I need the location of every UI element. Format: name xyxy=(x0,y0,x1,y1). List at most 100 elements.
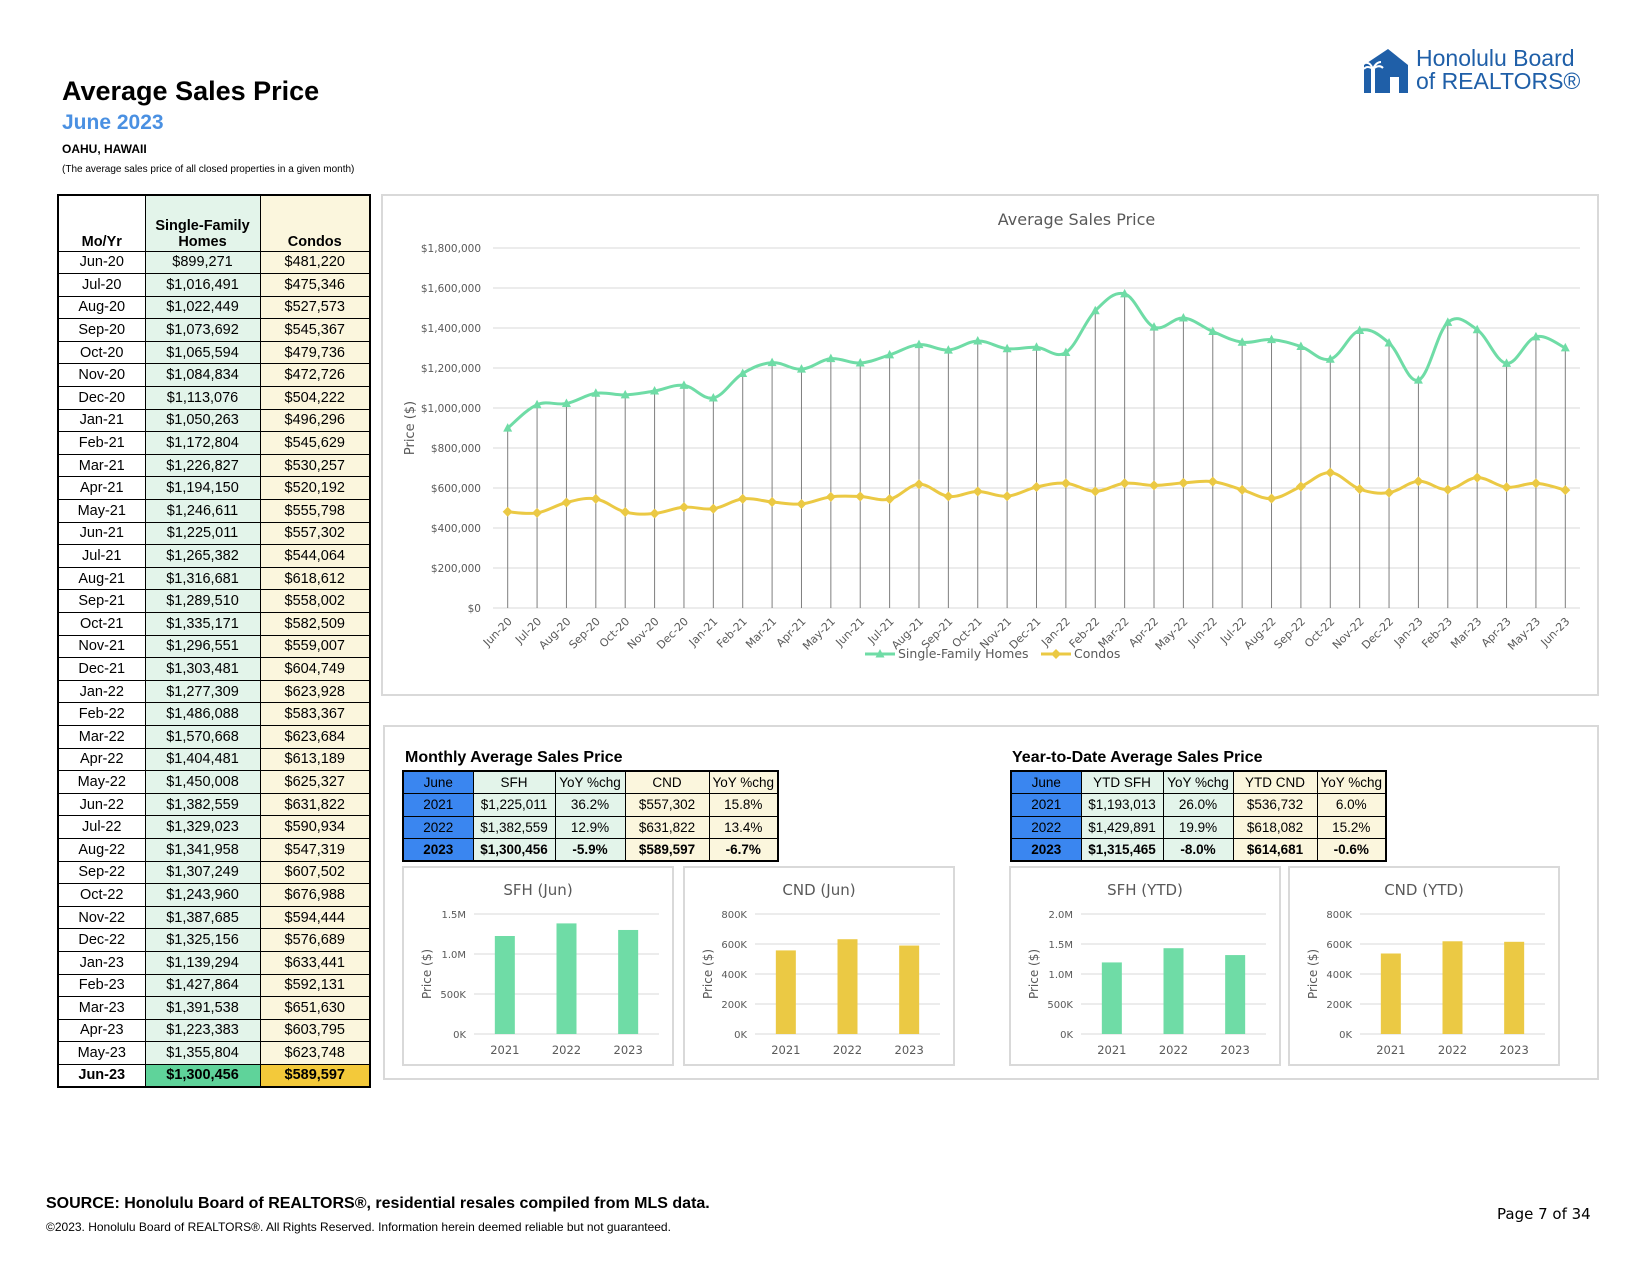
summary-cell: 2021 xyxy=(1010,793,1082,817)
cell-condo-price: $613,189 xyxy=(259,747,371,772)
data-point-condos xyxy=(561,497,572,508)
summary-col-header: CND xyxy=(624,770,710,794)
y-axis-label: Price ($) xyxy=(701,949,715,999)
cell-sfh-price: $1,265,382 xyxy=(144,544,261,568)
data-point-condos xyxy=(1413,476,1424,487)
data-point-condos xyxy=(943,491,954,502)
y-tick-label: 0K xyxy=(1060,1030,1073,1041)
main-chart-panel: Average Sales Price $0 $200,000 $400,000 $60… xyxy=(381,194,1599,696)
x-tick-label: Jan-22 xyxy=(1038,615,1073,650)
summary-header-row: June SFH YoY %chg CND YoY %chg xyxy=(402,770,779,794)
bar xyxy=(775,950,796,1034)
data-point-condos xyxy=(1325,467,1336,478)
data-point-sfh xyxy=(1384,337,1394,347)
y-tick-label: 0K xyxy=(1339,1030,1352,1041)
cnd-ytd-chart-frame: CND (YTD) 0K 200K 400K 600K 800K Price ($) 2021… xyxy=(1288,866,1560,1066)
col-header-sfh-line1: Single-Family xyxy=(155,217,250,234)
table-row: Jul-20 $1,016,491 $475,346 xyxy=(57,273,371,297)
summary-col-header: YTD CND xyxy=(1232,770,1318,794)
y-tick-label: $1,000,000 xyxy=(421,403,481,415)
y-tick-label: $1,600,000 xyxy=(421,283,481,295)
y-tick-label: $1,400,000 xyxy=(421,323,481,335)
cell-condo-price: $583,367 xyxy=(259,702,371,726)
y-tick-label: $1,800,000 xyxy=(421,243,481,255)
x-tick-label: Nov-20 xyxy=(625,615,662,652)
cell-condo-price: $625,327 xyxy=(259,770,371,794)
copyright-note: ©2023. Honolulu Board of REALTORS®. All … xyxy=(46,1220,671,1234)
table-row: Apr-23 $1,223,383 $603,795 xyxy=(57,1018,371,1043)
col-header-condos: Condos xyxy=(259,194,371,252)
data-point-condos xyxy=(1002,491,1013,502)
cell-condo-price: $589,597 xyxy=(259,1063,371,1088)
cell-month: Mar-23 xyxy=(57,996,146,1020)
logo: Honolulu Board of REALTORS® xyxy=(1362,45,1622,100)
data-point-sfh xyxy=(855,357,865,367)
cell-sfh-price: $1,329,023 xyxy=(144,815,261,839)
data-point-condos xyxy=(825,491,836,502)
summary-row: 2021 $1,193,013 26.0% $536,732 6.0% xyxy=(1010,793,1387,817)
summary-cell: 2023 xyxy=(402,838,474,862)
mini-chart-title: CND (YTD) xyxy=(1384,881,1464,899)
cell-sfh-price: $1,084,834 xyxy=(144,363,261,388)
y-tick-label: 600K xyxy=(1326,940,1352,951)
y-tick-label: $200,000 xyxy=(431,563,481,575)
cell-month: Jul-20 xyxy=(57,273,146,297)
description-note: (The average sales price of all closed p… xyxy=(62,164,355,175)
data-point-sfh xyxy=(1178,312,1188,322)
cell-condo-price: $590,934 xyxy=(259,815,371,839)
logo-text: Honolulu Board of REALTORS® xyxy=(1416,47,1580,93)
cell-sfh-price: $1,486,088 xyxy=(144,702,261,726)
data-point-condos xyxy=(708,503,719,514)
cell-month: Jun-22 xyxy=(57,792,146,817)
cell-condo-price: $520,192 xyxy=(259,476,371,501)
location-label: OAHU, HAWAII xyxy=(62,142,147,156)
data-point-condos xyxy=(1149,480,1160,491)
cell-condo-price: $545,629 xyxy=(259,431,371,455)
summary-cell: $557,302 xyxy=(624,793,710,817)
table-row: Sep-21 $1,289,510 $558,002 xyxy=(57,589,371,613)
cell-month: Oct-21 xyxy=(57,612,146,636)
cell-month: Mar-21 xyxy=(57,453,146,478)
summary-row: 2023 $1,300,456 -5.9% $589,597 -6.7% xyxy=(402,838,779,862)
table-row: Oct-21 $1,335,171 $582,509 xyxy=(57,612,371,636)
cell-condo-price: $557,302 xyxy=(259,521,371,546)
data-point-sfh xyxy=(943,345,953,354)
x-tick-label: Jan-23 xyxy=(1391,615,1426,650)
summary-cell: $1,225,011 xyxy=(472,793,556,817)
cell-sfh-price: $1,050,263 xyxy=(144,408,261,433)
data-point-sfh xyxy=(1267,334,1277,344)
cell-condo-price: $481,220 xyxy=(259,250,371,275)
x-tick-label: Dec-20 xyxy=(654,615,691,652)
data-point-sfh xyxy=(561,398,571,408)
monthly-price-table: Mo/Yr Single-Family Homes Condos Jun-20 $… xyxy=(57,194,371,1088)
cell-sfh-price: $1,194,150 xyxy=(144,476,261,501)
data-point-condos xyxy=(972,486,983,497)
mini-chart-title: CND (Jun) xyxy=(782,881,855,899)
cell-sfh-price: $1,307,249 xyxy=(144,860,261,885)
summary-col-header: SFH xyxy=(472,770,556,794)
table-row: May-23 $1,355,804 $623,748 xyxy=(57,1041,371,1065)
logo-line-2: of REALTORS® xyxy=(1416,68,1581,94)
data-point-sfh xyxy=(738,368,748,377)
summary-panel xyxy=(383,725,1599,1080)
cell-condo-price: $547,319 xyxy=(259,837,371,862)
data-point-sfh xyxy=(1296,341,1306,351)
data-point-condos xyxy=(1178,477,1189,488)
bar xyxy=(556,923,577,1034)
bar xyxy=(1380,953,1401,1034)
y-tick-label: 200K xyxy=(721,1000,747,1011)
data-point-sfh xyxy=(679,380,689,389)
summary-cell: $614,681 xyxy=(1232,838,1318,862)
cell-sfh-price: $1,387,685 xyxy=(144,905,261,930)
x-tick-label: Jun-20 xyxy=(480,615,515,650)
summary-row: 2021 $1,225,011 36.2% $557,302 15.8% xyxy=(402,793,779,817)
x-tick-label: 2022 xyxy=(1438,1043,1467,1057)
y-tick-label: 1.0M xyxy=(1048,970,1073,981)
table-row: Jun-20 $899,271 $481,220 xyxy=(57,250,371,275)
data-point-condos xyxy=(1119,478,1130,489)
y-tick-label: 400K xyxy=(1326,970,1352,981)
y-tick-label: 0K xyxy=(453,1030,466,1041)
sfh-jun-bar-chart: SFH (Jun) 0K 500K 1.0M 1.5M Price ($) 2021 2022… xyxy=(420,881,659,1057)
table-row: Jan-21 $1,050,263 $496,296 xyxy=(57,408,371,433)
data-point-condos xyxy=(884,494,895,505)
